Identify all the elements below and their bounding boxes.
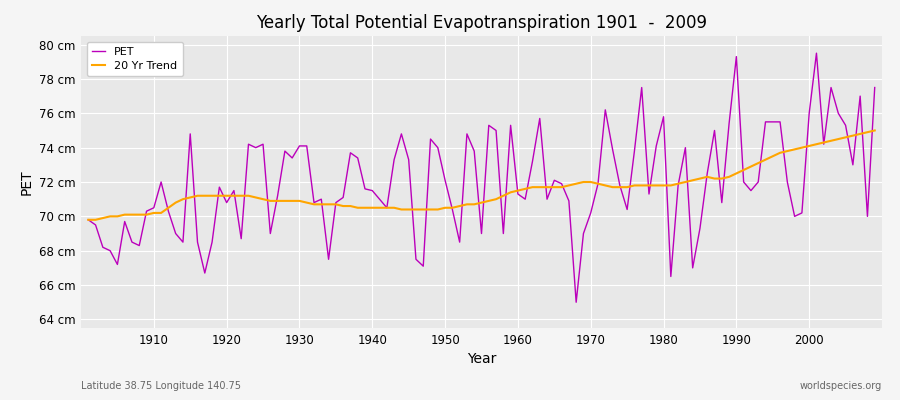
PET <box>141 209 152 214</box>
20 Yr Trend <box>600 183 611 188</box>
PET <box>512 192 523 196</box>
Line: PET: PET <box>88 53 875 302</box>
PET <box>345 150 356 155</box>
Y-axis label: PET: PET <box>19 169 33 195</box>
PET <box>302 144 312 148</box>
Legend: PET, 20 Yr Trend: PET, 20 Yr Trend <box>86 42 183 76</box>
X-axis label: Year: Year <box>467 352 496 366</box>
Line: 20 Yr Trend: 20 Yr Trend <box>88 130 875 220</box>
20 Yr Trend <box>345 204 356 208</box>
20 Yr Trend <box>141 212 152 217</box>
Title: Yearly Total Potential Evapotranspiration 1901  -  2009: Yearly Total Potential Evapotranspiratio… <box>256 14 707 32</box>
Text: worldspecies.org: worldspecies.org <box>800 380 882 390</box>
PET <box>83 217 94 222</box>
20 Yr Trend <box>83 217 94 222</box>
PET <box>811 51 822 56</box>
20 Yr Trend <box>512 188 523 193</box>
20 Yr Trend <box>302 200 312 205</box>
20 Yr Trend <box>869 128 880 133</box>
PET <box>869 85 880 90</box>
PET <box>571 300 581 305</box>
PET <box>505 123 516 128</box>
20 Yr Trend <box>505 190 516 195</box>
PET <box>608 147 618 152</box>
Text: Latitude 38.75 Longitude 140.75: Latitude 38.75 Longitude 140.75 <box>81 380 241 390</box>
